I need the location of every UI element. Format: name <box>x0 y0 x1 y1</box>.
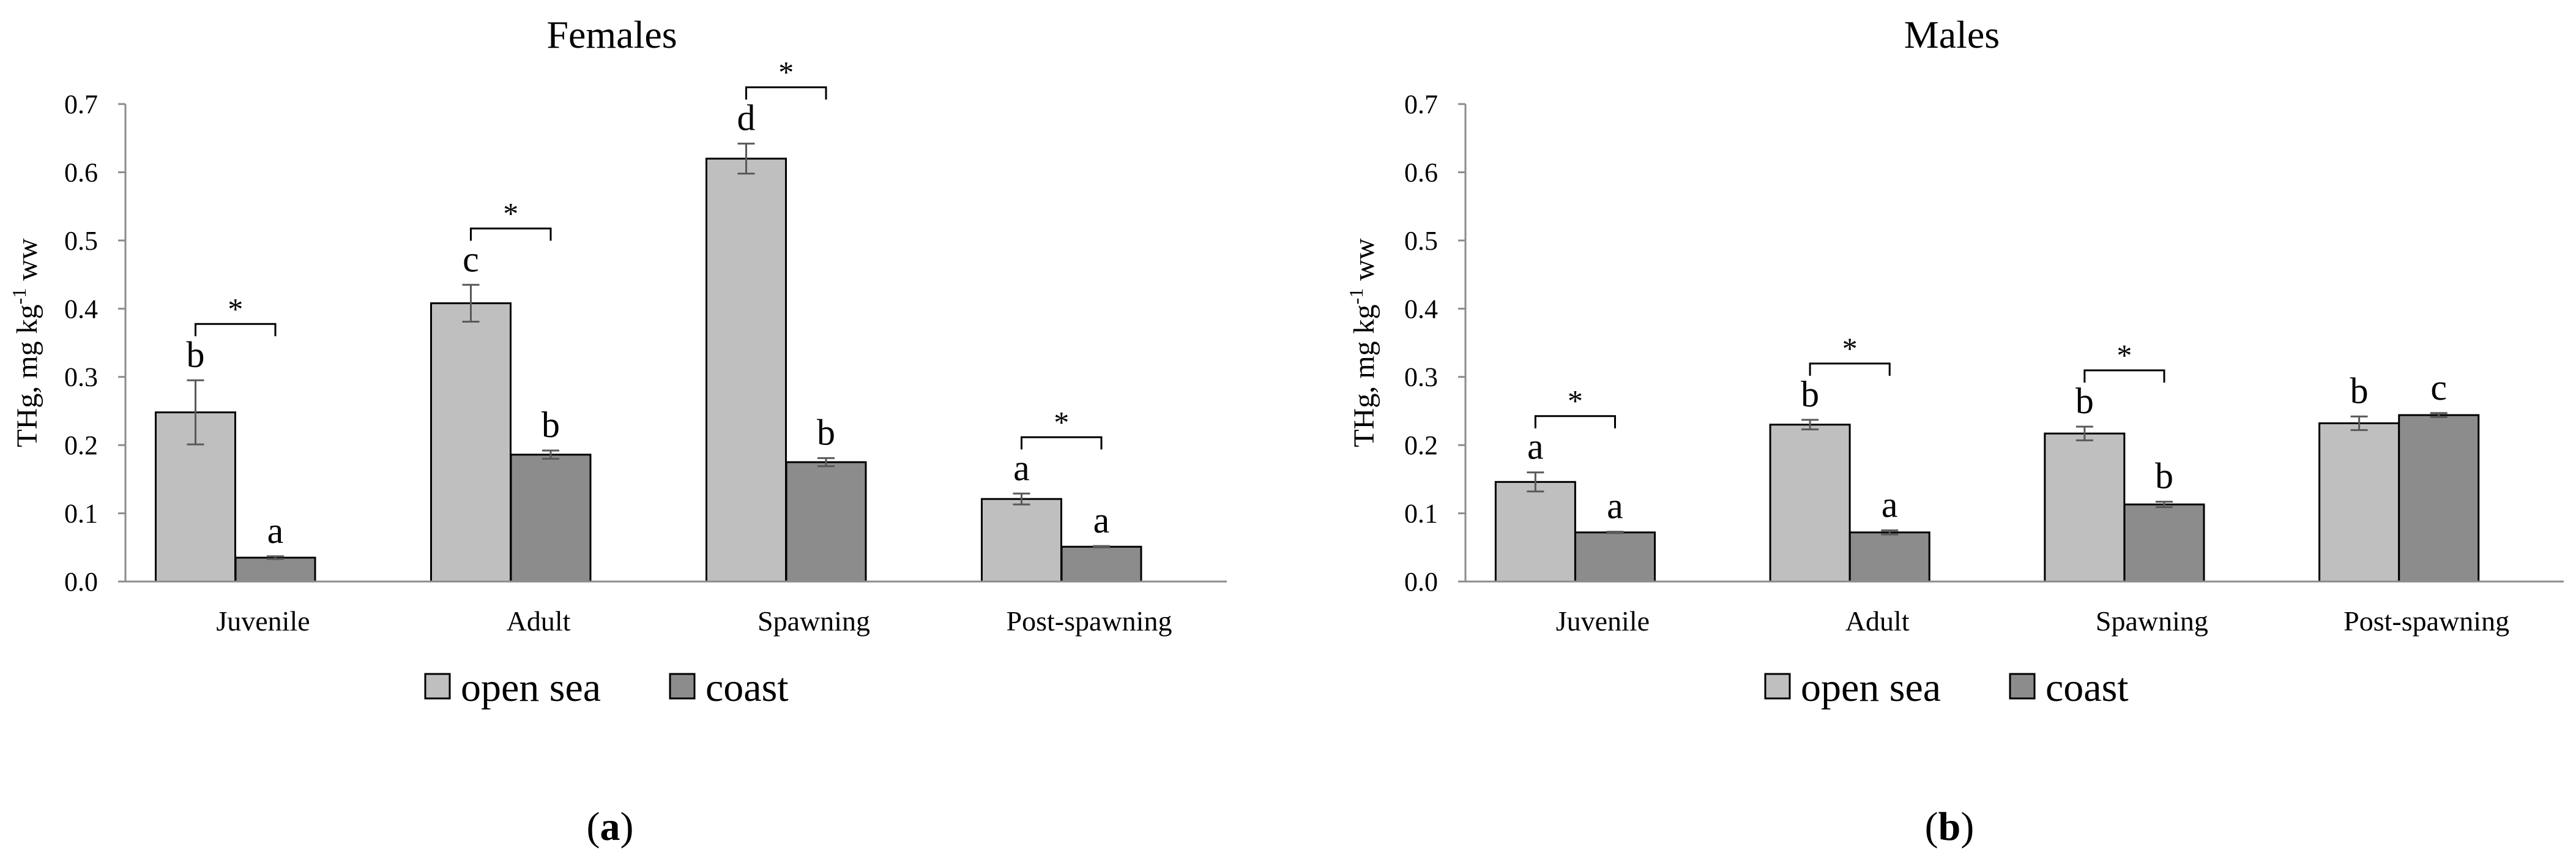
x-tick-label: Spawning <box>758 605 870 637</box>
significance-letter: b <box>2350 370 2369 411</box>
significance-letter: c <box>2430 367 2447 408</box>
y-tick-label: 0.4 <box>1404 294 1438 324</box>
y-tick-label: 0.7 <box>1404 89 1438 119</box>
y-tick-label: 0.6 <box>64 157 98 187</box>
chart-panel-a: Females 0.0 0.1 0.2 0.3 0.4 0.5 0.6 0.7 THg, mg k… <box>8 13 1227 849</box>
bar-coast-spawning <box>2123 503 2205 583</box>
bar-coast-spawning <box>785 461 867 583</box>
significance-letter: b <box>2155 456 2173 496</box>
x-tick-label: Post-spawning <box>1007 605 1172 637</box>
y-tick-label: 0.0 <box>64 567 98 597</box>
panel-label: (b) <box>1925 804 1975 849</box>
significance-letter: b <box>2075 381 2094 421</box>
y-tick-label: 0.4 <box>64 294 98 324</box>
bar-coast-juvenile <box>234 556 316 583</box>
x-tick-label: Post-spawning <box>2343 605 2509 637</box>
significance-bracket <box>2083 369 2165 383</box>
y-tick-label: 0.6 <box>1404 157 1438 187</box>
x-tick-label: Adult <box>1845 605 1910 637</box>
x-tick-label: Adult <box>507 605 571 637</box>
significance-letter: a <box>1013 447 1030 488</box>
bar-open-sea-spawning <box>705 157 787 583</box>
legend-swatch-coast <box>669 673 696 700</box>
significance-star: * <box>1568 384 1583 418</box>
y-axis-label: THg, mg kg-1 ww <box>8 238 43 447</box>
bar-open-sea-adult <box>1769 424 1851 583</box>
significance-star: * <box>778 55 794 89</box>
panel-label: (a) <box>587 804 634 849</box>
bar-open-sea-post-spawning <box>2318 422 2400 583</box>
y-tick-label: 0.1 <box>1404 499 1438 529</box>
y-tick-label: 0.3 <box>1404 362 1438 392</box>
bar-open-sea-adult <box>430 302 512 583</box>
significance-bracket <box>745 86 827 100</box>
legend-swatch-open-sea <box>424 673 451 700</box>
significance-letter: c <box>463 239 479 279</box>
bar-open-sea-spawning <box>2044 432 2126 583</box>
bar-open-sea-post-spawning <box>981 498 1062 583</box>
significance-star: * <box>2116 338 2132 372</box>
significance-letter: b <box>187 334 205 375</box>
y-tick-label: 0.2 <box>1404 430 1438 460</box>
significance-bracket <box>1809 362 1891 376</box>
significance-letter: a <box>1527 427 1544 467</box>
significance-star: * <box>228 291 243 326</box>
chart-panel-b: Males 0.0 0.1 0.2 0.3 0.4 0.5 0.6 0.7 THg, mg kg-… <box>1345 13 2564 849</box>
significance-letter: b <box>542 405 560 445</box>
bar-coast-juvenile <box>1574 531 1656 583</box>
significance-letter: a <box>1882 484 1898 525</box>
y-tick-label: 0.2 <box>64 430 98 460</box>
bar-coast-post-spawning <box>2398 414 2480 583</box>
chart-title: Males <box>1904 13 2000 56</box>
significance-star: * <box>1054 405 1069 439</box>
legend-swatch-open-sea <box>1764 673 1791 700</box>
significance-letter: b <box>1801 374 1819 414</box>
x-tick-label: Juvenile <box>1556 605 1650 637</box>
bar-coast-post-spawning <box>1060 545 1142 583</box>
y-tick-label: 0.1 <box>64 499 98 529</box>
significance-bracket <box>470 227 552 241</box>
y-tick-label: 0.7 <box>64 89 98 119</box>
x-tick-label: Juvenile <box>216 605 310 637</box>
legend-label: coast <box>2046 665 2129 710</box>
legend-label: open sea <box>461 665 601 710</box>
significance-bracket <box>1021 436 1103 450</box>
y-axis-label: THg, mg kg-1 ww <box>1345 238 1380 447</box>
significance-bracket <box>195 323 277 337</box>
bar-open-sea-juvenile <box>1494 481 1576 583</box>
y-tick-label: 0.0 <box>1404 567 1438 597</box>
significance-letter: a <box>1093 500 1110 541</box>
significance-star: * <box>1842 331 1858 365</box>
significance-letter: b <box>817 412 835 452</box>
bar-coast-adult <box>1848 531 1930 583</box>
significance-letter: a <box>267 511 284 551</box>
significance-star: * <box>503 196 518 230</box>
legend-label: open sea <box>1801 665 1941 710</box>
bar-coast-adult <box>510 454 592 583</box>
y-tick-label: 0.3 <box>64 362 98 392</box>
significance-letter: a <box>1607 486 1623 526</box>
legend-label: coast <box>705 665 789 710</box>
y-tick-label: 0.5 <box>64 226 98 256</box>
chart-title: Females <box>546 13 677 56</box>
significance-letter: d <box>737 98 756 138</box>
y-tick-label: 0.5 <box>1404 226 1438 256</box>
x-tick-label: Spawning <box>2096 605 2208 637</box>
legend-swatch-coast <box>2009 673 2036 700</box>
significance-bracket <box>1534 415 1616 428</box>
